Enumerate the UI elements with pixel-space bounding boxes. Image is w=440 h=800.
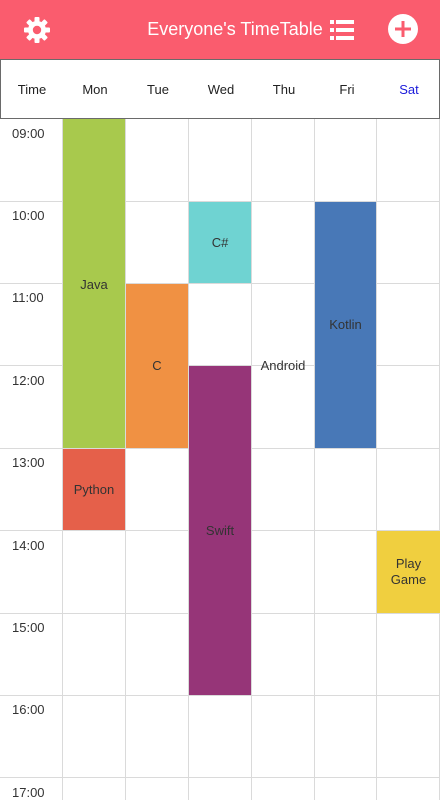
grid-line <box>0 283 440 284</box>
day-header: Time Mon Tue Wed Thu Fri Sat <box>0 59 440 119</box>
course-name: Kotlin <box>329 317 362 332</box>
time-label: 17:00 <box>12 785 45 800</box>
course-name: Python <box>73 481 115 497</box>
day-header-fri: Fri <box>339 82 355 97</box>
gear-icon <box>24 17 50 43</box>
course-block-csharp[interactable]: C# <box>189 202 251 283</box>
grid-column-divider <box>314 119 315 800</box>
course-block-play-game[interactable]: Play Game <box>377 531 440 613</box>
course-name: C <box>152 358 162 373</box>
day-header-mon: Mon <box>82 82 108 97</box>
day-header-sat: Sat <box>399 82 419 97</box>
grid-column-divider <box>376 119 377 800</box>
course-name: Android <box>260 358 306 373</box>
settings-button[interactable] <box>19 12 55 48</box>
time-label: 11:00 <box>12 290 44 305</box>
add-circle-icon <box>395 21 411 37</box>
grid-column-divider <box>251 119 252 800</box>
course-block-c[interactable]: C <box>126 284 188 448</box>
grid-line <box>0 365 440 366</box>
time-column-header: Time <box>17 82 47 97</box>
course-block-python[interactable]: Python <box>63 449 125 530</box>
time-label: 14:00 <box>12 538 45 553</box>
list-view-button[interactable] <box>328 16 356 44</box>
grid-line <box>0 695 440 696</box>
grid-column-divider <box>188 119 189 800</box>
app-title: Everyone's TimeTable <box>147 19 323 39</box>
time-label: 10:00 <box>12 208 45 223</box>
course-name: Play Game <box>390 556 427 587</box>
grid-line <box>0 777 440 778</box>
course-name: Swift <box>205 522 235 538</box>
time-label: 13:00 <box>12 455 45 470</box>
day-header-tue: Tue <box>147 82 169 97</box>
day-header-wed: Wed <box>207 82 235 97</box>
list-icon <box>330 20 354 40</box>
grid-column-divider <box>62 119 63 800</box>
grid-line <box>0 201 440 202</box>
timetable-grid: 09:00 10:00 11:00 12:00 13:00 14:00 15:0… <box>0 119 440 800</box>
time-label: 15:00 <box>12 620 45 635</box>
app-bar: Everyone's TimeTable <box>0 0 440 59</box>
grid-column-divider <box>125 119 126 800</box>
course-block-kotlin[interactable]: Kotlin <box>315 202 376 448</box>
time-label: 12:00 <box>12 373 45 388</box>
add-course-button[interactable] <box>388 14 418 44</box>
time-label: 09:00 <box>12 126 45 141</box>
course-block-java[interactable]: Java <box>63 119 125 448</box>
course-name: C# <box>211 234 229 250</box>
course-name: Java <box>80 276 108 292</box>
day-header-thu: Thu <box>272 82 296 97</box>
course-block-android[interactable]: Android <box>252 325 314 407</box>
course-block-swift[interactable]: Swift <box>189 366 251 695</box>
time-label: 16:00 <box>12 702 45 717</box>
